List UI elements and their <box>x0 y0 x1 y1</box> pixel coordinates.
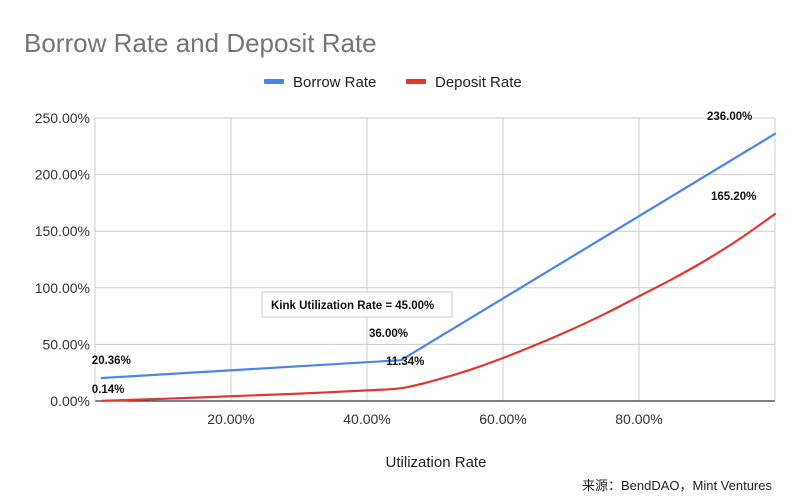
legend-item-borrow[interactable]: Borrow Rate <box>264 74 376 91</box>
data-label: 0.14% <box>92 384 125 396</box>
data-labels: 20.36% 36.00% 236.00% 0.14% 11.34% 165.20% <box>92 111 757 396</box>
annotation-text: Kink Utilization Rate = 45.00% <box>271 300 434 312</box>
x-tick-label: 20.00% <box>207 411 254 427</box>
y-tick-label: 150.00% <box>35 223 90 239</box>
y-tick-label: 100.00% <box>35 280 90 296</box>
legend-swatch-deposit <box>406 79 426 84</box>
x-axis-title: Utilization Rate <box>386 454 487 471</box>
chart-title: Borrow Rate and Deposit Rate <box>24 28 377 58</box>
x-tick-labels: 20.00% 40.00% 60.00% 80.00% <box>207 411 662 427</box>
x-tick-label: 80.00% <box>615 411 662 427</box>
gridlines <box>95 117 775 401</box>
legend-label-deposit: Deposit Rate <box>435 74 522 91</box>
axes <box>94 118 776 402</box>
data-label: 165.20% <box>711 191 756 203</box>
legend-swatch-borrow <box>264 79 284 84</box>
y-tick-label: 200.00% <box>35 167 90 183</box>
x-tick-label: 40.00% <box>343 411 390 427</box>
borrow-rate-line[interactable] <box>100 132 777 380</box>
series-lines <box>100 132 777 402</box>
deposit-rate-line[interactable] <box>100 212 777 402</box>
kink-annotation: Kink Utilization Rate = 45.00% <box>261 291 453 318</box>
annotation-box <box>261 291 453 318</box>
x-tick-label: 60.00% <box>479 411 526 427</box>
y-tick-labels: 0.00% 50.00% 100.00% 150.00% 200.00% 250.00% <box>35 110 90 409</box>
legend: Borrow Rate Deposit Rate <box>264 74 522 91</box>
source-note: 来源：BendDAO，Mint Ventures <box>582 478 773 493</box>
legend-item-deposit[interactable]: Deposit Rate <box>406 74 522 91</box>
y-tick-label: 250.00% <box>35 110 90 126</box>
data-label: 20.36% <box>92 355 131 367</box>
y-tick-label: 0.00% <box>50 393 90 409</box>
data-label: 11.34% <box>386 356 424 368</box>
data-label: 236.00% <box>707 111 752 123</box>
y-tick-label: 50.00% <box>43 336 90 352</box>
legend-label-borrow: Borrow Rate <box>293 74 376 91</box>
data-label: 36.00% <box>369 328 408 340</box>
